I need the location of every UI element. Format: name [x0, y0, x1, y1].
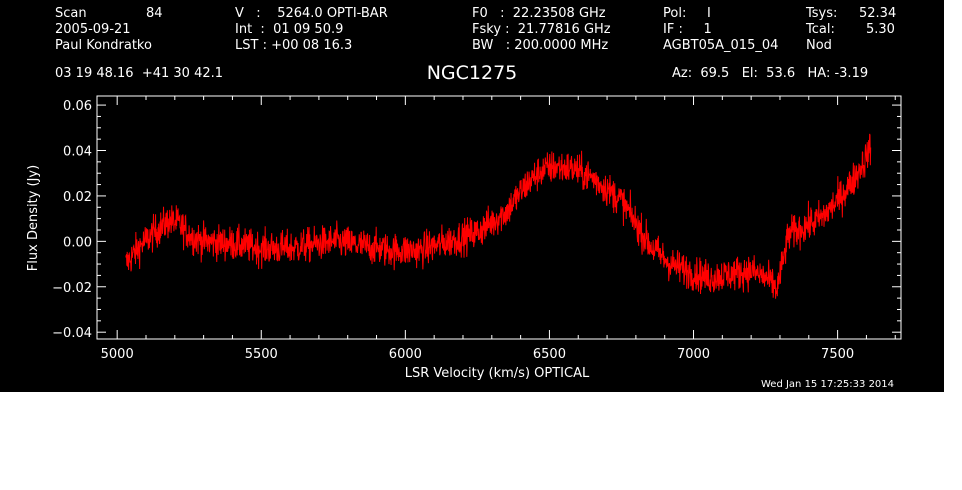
tcal-value: 5.30	[866, 22, 895, 37]
observation-date: 2005-09-21	[55, 22, 131, 37]
y-tick-label: 0.06	[63, 99, 92, 114]
plot-panel: Scan 84 V : 5264.0 OPTI-BAR F0 : 22.2350…	[0, 0, 944, 392]
source-name: NGC1275	[426, 62, 518, 84]
x-tick-label: 7500	[821, 347, 854, 362]
tsys-value: 52.34	[859, 6, 897, 21]
y-tick-label: 0.00	[63, 235, 92, 250]
tcal-label: Tcal:	[806, 22, 835, 37]
tick-layer: 5000 5500 6000 6500 7000 7500 −0.04 −0.02 0.00 0.…	[52, 96, 901, 362]
integration-line: Int : 01 09 50.9	[235, 22, 344, 37]
x-tick-label: 7000	[677, 347, 710, 362]
bandwidth-line: BW : 200.0000 MHz	[472, 38, 609, 53]
plot-frame	[96, 95, 902, 340]
y-tick-label: 0.02	[63, 190, 92, 205]
source-coordinates: 03 19 48.16 +41 30 42.1	[55, 66, 224, 81]
pol-line: Pol: I	[663, 6, 711, 21]
project-id: AGBT05A_015_04	[663, 38, 779, 53]
lst-line: LST : +00 08 16.3	[235, 38, 353, 53]
tsys-label: Tsys:	[806, 6, 838, 21]
x-axis-label: LSR Velocity (km/s) OPTICAL	[405, 366, 590, 381]
observer-name: Paul Kondratko	[55, 38, 152, 53]
f0-line: F0 : 22.23508 GHz	[472, 6, 606, 21]
az-el-ha: Az: 69.5 El: 53.6 HA: -3.19	[672, 66, 869, 81]
x-tick-label: 5500	[245, 347, 278, 362]
fsky-line: Fsky : 21.77816 GHz	[472, 22, 611, 37]
spectrum-chart: 5000 5500 6000 6500 7000 7500 −0.04 −0.02 0.00 0.…	[26, 95, 902, 381]
y-tick-label: 0.04	[63, 145, 92, 160]
x-tick-label: 6500	[533, 347, 566, 362]
y-tick-label: −0.04	[52, 326, 92, 341]
if-line: IF : 1	[663, 22, 712, 37]
spectrum-series-line	[125, 133, 872, 299]
y-tick-label: −0.02	[52, 281, 92, 296]
procedure-name: Nod	[806, 38, 832, 53]
velocity-line: V : 5264.0 OPTI-BAR	[235, 6, 388, 21]
timestamp: Wed Jan 15 17:25:33 2014	[761, 379, 895, 390]
scan-value: 84	[146, 6, 163, 21]
scan-label: Scan	[55, 6, 87, 21]
y-axis-label: Flux Density (Jy)	[26, 165, 41, 271]
x-tick-label: 6000	[389, 347, 422, 362]
x-tick-label: 5000	[101, 347, 134, 362]
